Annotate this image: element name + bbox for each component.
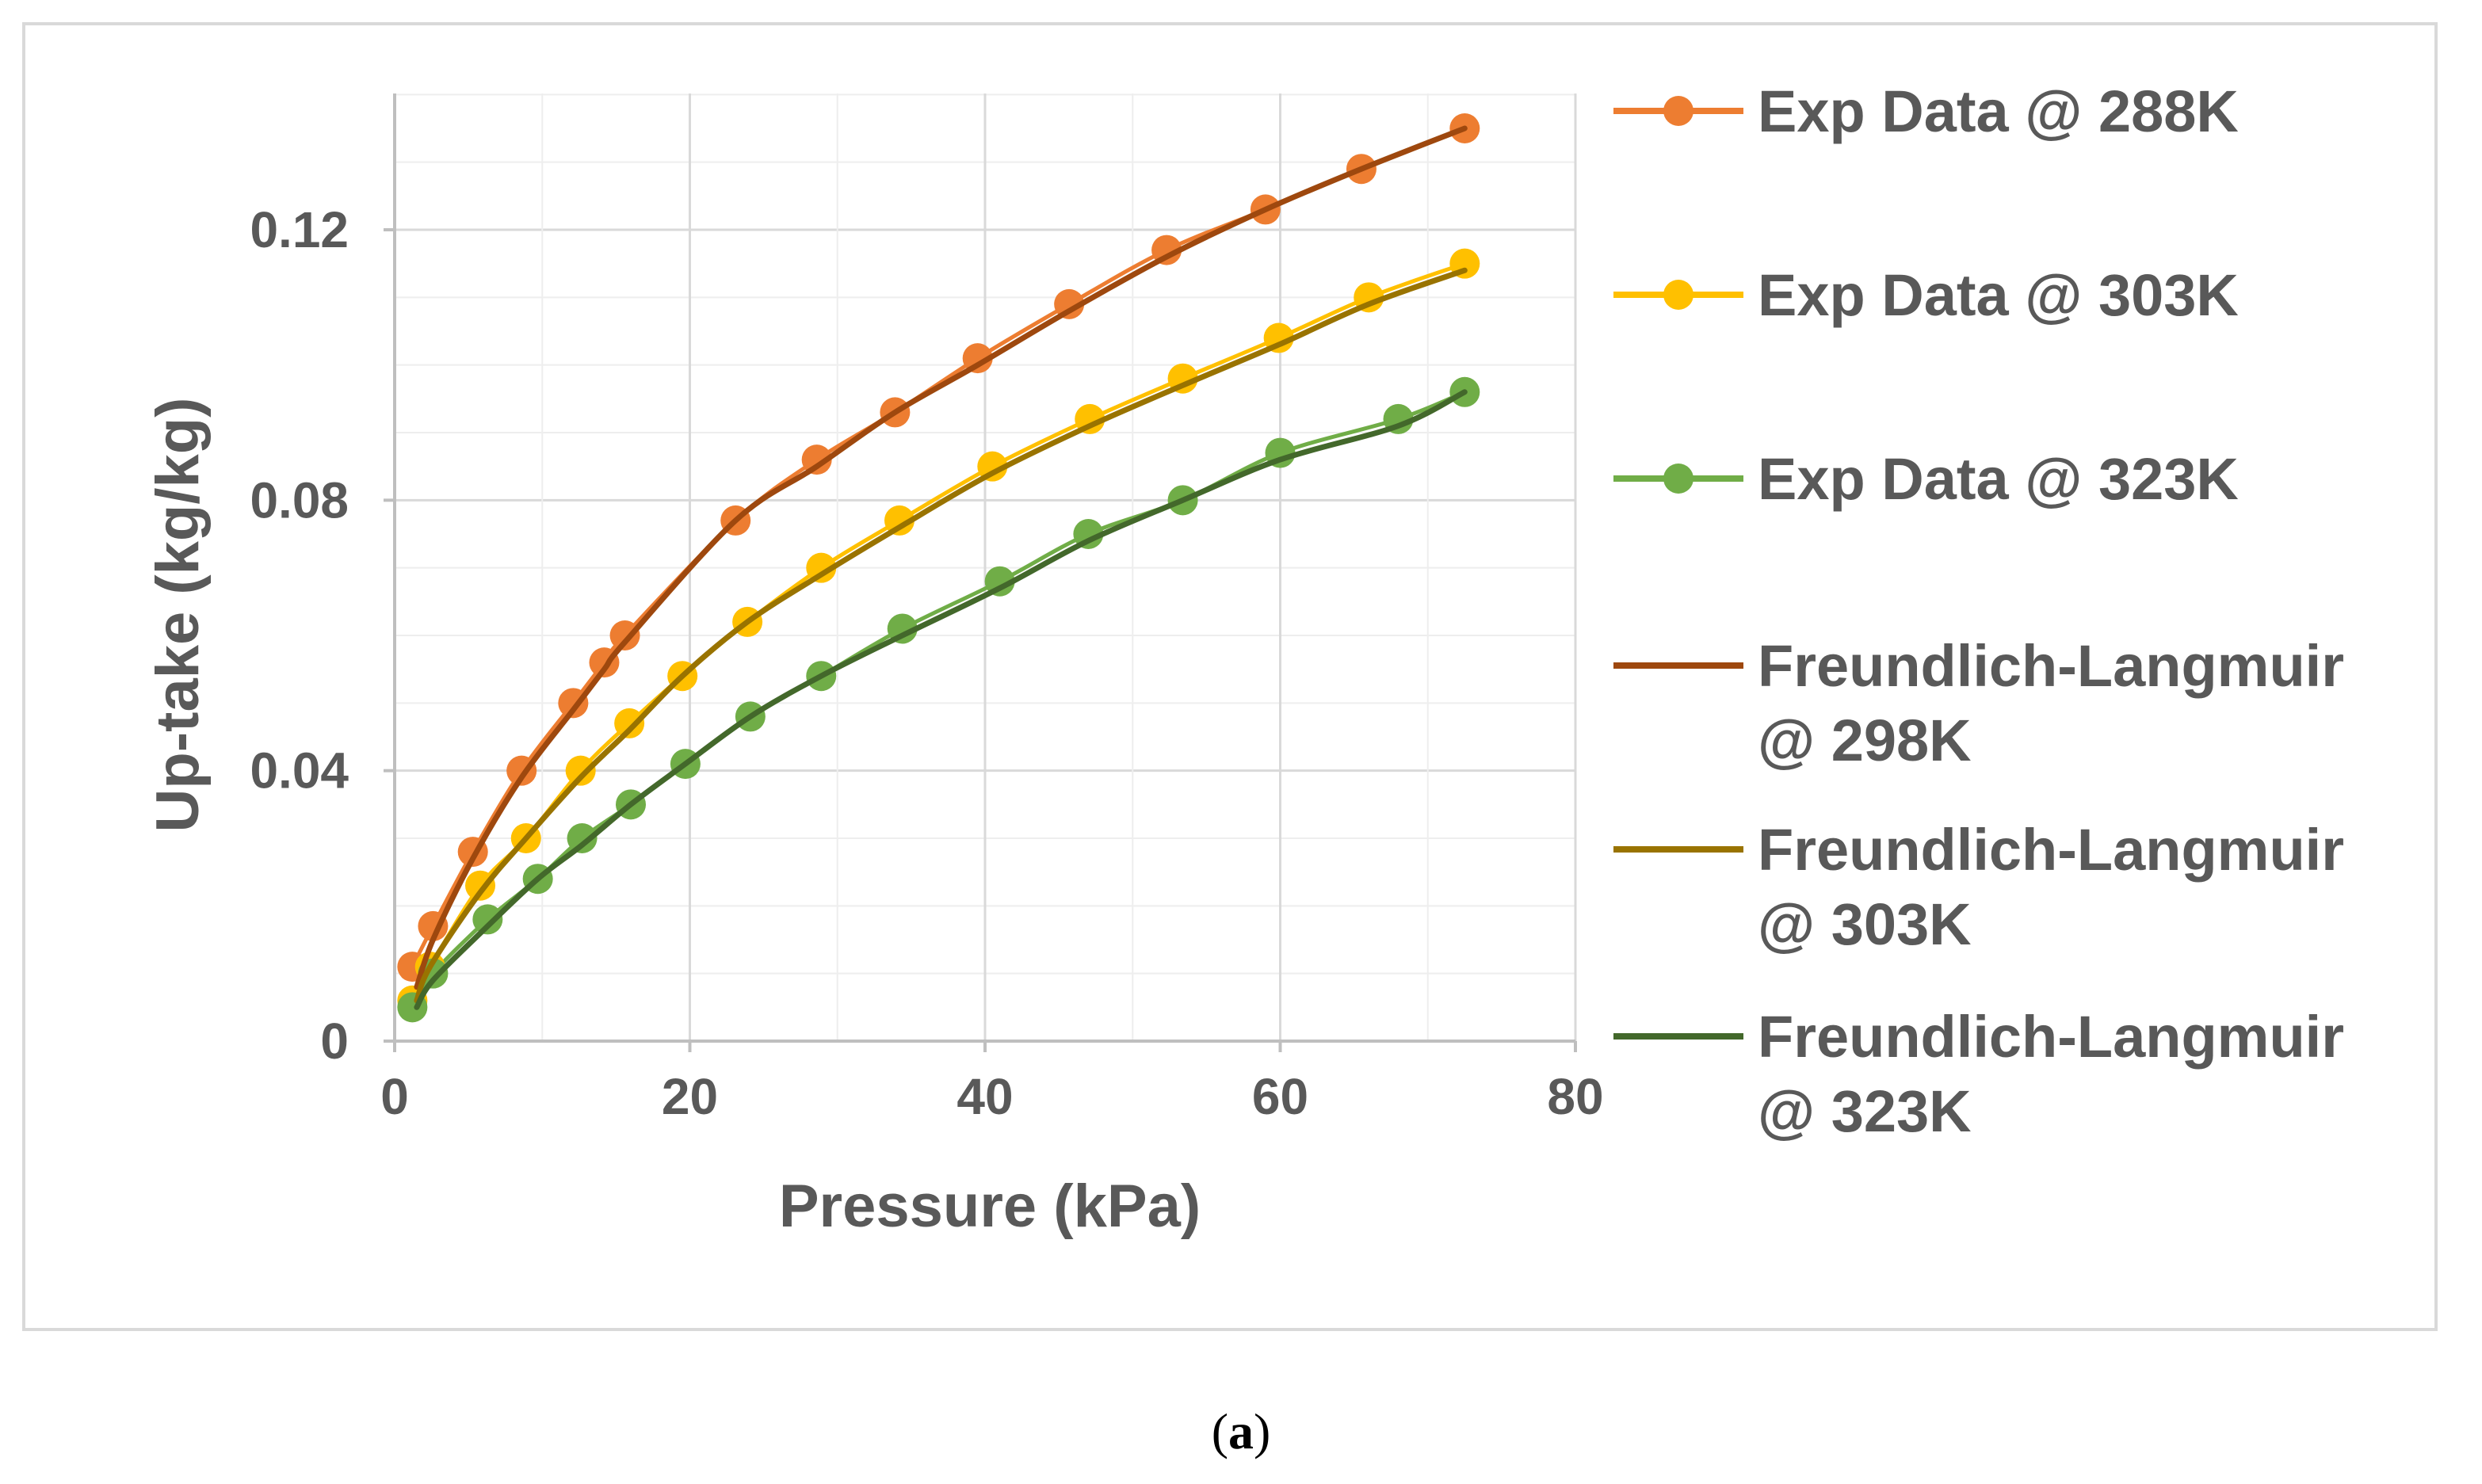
data-point-exp-data-303k — [806, 552, 837, 583]
legend-label: Freundlich-Langmuir — [1758, 817, 2344, 883]
data-point-exp-data-323k — [567, 823, 598, 853]
legend-label: Exp Data @ 303K — [1758, 262, 2239, 328]
legend-label: @ 323K — [1758, 1078, 1972, 1144]
x-axis-label: Pressure (kPa) — [779, 1173, 1201, 1240]
data-point-exp-data-288k — [801, 444, 832, 475]
caption-close: ) — [1254, 1403, 1271, 1459]
y-tick-label: 0.04 — [250, 742, 349, 799]
legend-swatch-marker — [1663, 464, 1693, 494]
chart-frame — [22, 22, 2438, 1331]
fit-line-freundlich-langmuir-303k — [414, 267, 1468, 1004]
fit-line-freundlich-langmuir-323k — [414, 389, 1468, 1010]
x-tick-label: 40 — [957, 1068, 1013, 1125]
tick-labels: 0 20 40 60 80 0 0.04 0.08 0.12 — [250, 201, 1603, 1125]
data-point-exp-data-288k — [1151, 235, 1182, 265]
y-tick-label: 0 — [320, 1013, 349, 1070]
legend-swatch-marker — [1663, 96, 1693, 126]
fit-line-freundlich-langmuir-298k — [414, 125, 1468, 990]
data-point-exp-data-288k — [962, 343, 993, 374]
x-tick-label: 60 — [1252, 1068, 1308, 1125]
legend-label: Freundlich-Langmuir — [1758, 1004, 2344, 1070]
data-point-exp-data-288k — [1054, 288, 1085, 319]
caption-letter: a — [1228, 1403, 1254, 1459]
y-axis-label: Up-take (kg/kg) — [144, 398, 212, 833]
data-point-exp-data-303k — [614, 708, 645, 738]
legend: Exp Data @ 288K Exp Data @ 303K Exp Data @… — [1613, 78, 2344, 1144]
legend-label: Freundlich-Langmuir — [1758, 633, 2344, 699]
caption-open: ( — [1211, 1403, 1228, 1459]
figure-caption: (a) — [0, 1402, 2482, 1461]
x-tick-label: 80 — [1547, 1068, 1603, 1125]
legend-label: Exp Data @ 323K — [1758, 446, 2239, 512]
legend-label: @ 298K — [1758, 708, 1972, 773]
data-point-exp-data-288k — [609, 620, 640, 650]
legend-label: @ 303K — [1758, 891, 1972, 957]
axes — [384, 93, 1577, 1052]
y-tick-label: 0.12 — [250, 201, 349, 258]
x-tick-label: 20 — [662, 1068, 718, 1125]
data-point-exp-data-303k — [977, 451, 1008, 482]
series-layer — [397, 113, 1480, 1023]
legend-swatch-marker — [1663, 280, 1693, 310]
plot-grid — [395, 93, 1577, 1041]
data-point-exp-data-303k — [884, 505, 915, 536]
y-tick-label: 0.08 — [250, 471, 349, 528]
data-point-exp-data-323k — [472, 904, 503, 935]
legend-label: Exp Data @ 288K — [1758, 78, 2239, 144]
series-line-exp-data-303k — [410, 261, 1466, 1001]
data-point-exp-data-303k — [465, 870, 496, 901]
x-tick-label: 0 — [380, 1068, 409, 1125]
data-point-exp-data-303k — [565, 755, 596, 786]
